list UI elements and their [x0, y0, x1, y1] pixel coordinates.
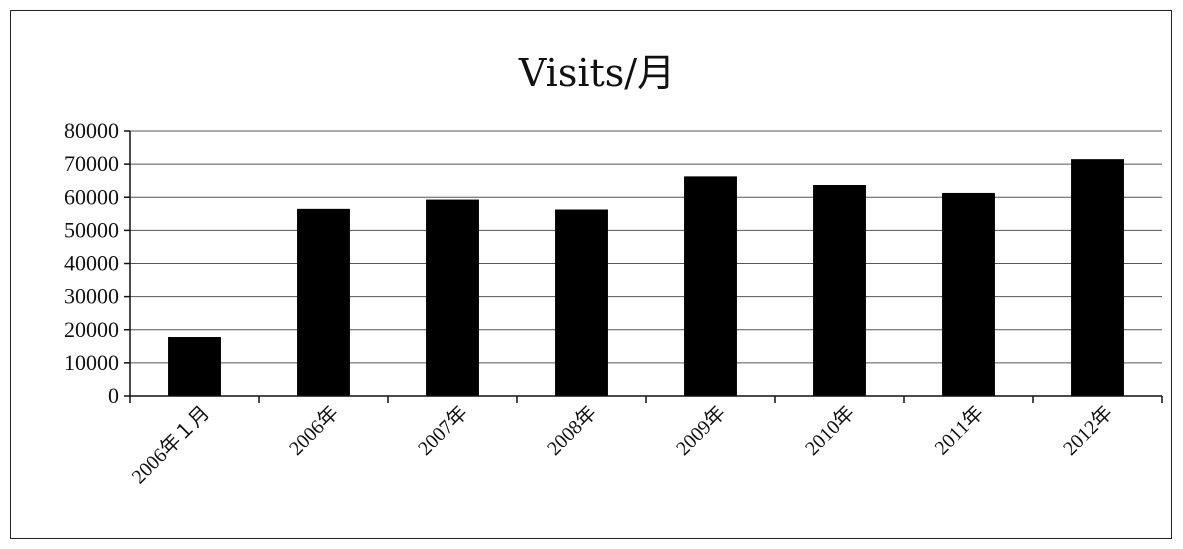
y-tick-label: 50000 [64, 217, 119, 242]
y-tick-label: 80000 [64, 118, 119, 143]
bar [942, 192, 995, 396]
y-tick-label: 70000 [64, 151, 119, 176]
bar [168, 337, 221, 396]
bar [813, 184, 866, 396]
x-tick-label: 2009年 [671, 401, 730, 460]
bar [684, 176, 737, 396]
x-tick-label: 2006年１月 [127, 401, 214, 488]
y-tick-label: 0 [108, 383, 119, 408]
chart-title: Visits/月 [518, 51, 675, 95]
bar [555, 209, 608, 396]
x-tick-label: 2011年 [930, 401, 988, 459]
y-tick-labels: 0 10000 20000 30000 40000 50000 60000 70000 8000… [64, 118, 119, 408]
bar [297, 208, 350, 396]
y-tick-label: 10000 [64, 350, 119, 375]
x-tick-label: 2010年 [800, 401, 859, 460]
x-tick-label: 2008年 [542, 401, 601, 460]
x-tick-label: 2006年 [284, 401, 343, 460]
axes [124, 130, 1163, 403]
x-tick-label: 2007年 [413, 401, 472, 460]
bar [426, 199, 479, 396]
x-tick-labels: 2006年１月 2006年 2007年 2008年 2009年 2010年 2011年 201… [127, 401, 1117, 488]
gridlines [130, 130, 1162, 364]
y-tick-label: 20000 [64, 317, 119, 342]
bar [1071, 159, 1124, 396]
y-tick-label: 60000 [64, 184, 119, 209]
y-tick-label: 30000 [64, 284, 119, 309]
bars [168, 159, 1124, 396]
y-tick-label: 40000 [64, 251, 119, 276]
x-tick-label: 2012年 [1058, 401, 1117, 460]
